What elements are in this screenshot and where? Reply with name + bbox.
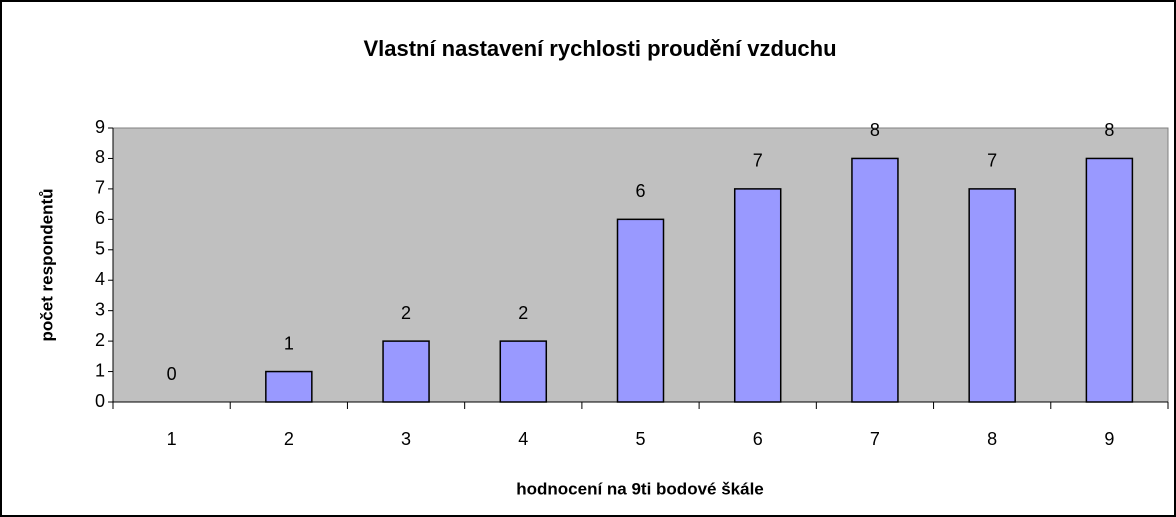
y-tick-label: 9 xyxy=(95,117,105,137)
data-label: 7 xyxy=(987,151,997,171)
data-label: 0 xyxy=(167,364,177,384)
x-tick-label: 2 xyxy=(284,429,294,449)
y-tick-label: 2 xyxy=(95,330,105,350)
bar xyxy=(616,218,665,403)
bar xyxy=(968,188,1016,403)
x-tick-label: 4 xyxy=(518,429,528,449)
y-tick-label: 6 xyxy=(95,208,105,228)
data-label: 8 xyxy=(870,120,880,140)
data-label: 7 xyxy=(753,151,763,171)
y-tick-label: 5 xyxy=(95,239,105,259)
x-tick-label: 8 xyxy=(987,429,997,449)
chart-title: Vlastní nastavení rychlosti proudění vzd… xyxy=(363,36,836,61)
y-axis-title: počet respondentů xyxy=(37,188,56,341)
x-tick-label: 7 xyxy=(870,429,880,449)
bar xyxy=(733,188,782,403)
bar xyxy=(265,370,313,403)
x-axis-title: hodnocení na 9ti bodové škále xyxy=(516,479,764,498)
data-label: 6 xyxy=(635,181,645,201)
y-tick-label: 1 xyxy=(95,360,105,380)
data-label: 1 xyxy=(284,333,294,353)
data-label: 8 xyxy=(1104,120,1114,140)
bar xyxy=(382,340,430,403)
y-tick-label: 3 xyxy=(95,299,105,319)
bar xyxy=(499,340,548,403)
x-tick-label: 1 xyxy=(167,429,177,449)
data-label: 2 xyxy=(518,303,528,323)
x-tick-label: 9 xyxy=(1104,429,1114,449)
y-tick-label: 4 xyxy=(95,269,105,289)
data-label: 2 xyxy=(401,303,411,323)
bar xyxy=(1085,157,1134,403)
x-tick-label: 3 xyxy=(401,429,411,449)
bar xyxy=(851,157,899,403)
y-tick-label: 7 xyxy=(95,178,105,198)
x-tick-label: 6 xyxy=(753,429,763,449)
y-tick-label: 0 xyxy=(95,391,105,411)
x-tick-label: 5 xyxy=(635,429,645,449)
y-tick-label: 8 xyxy=(95,147,105,167)
